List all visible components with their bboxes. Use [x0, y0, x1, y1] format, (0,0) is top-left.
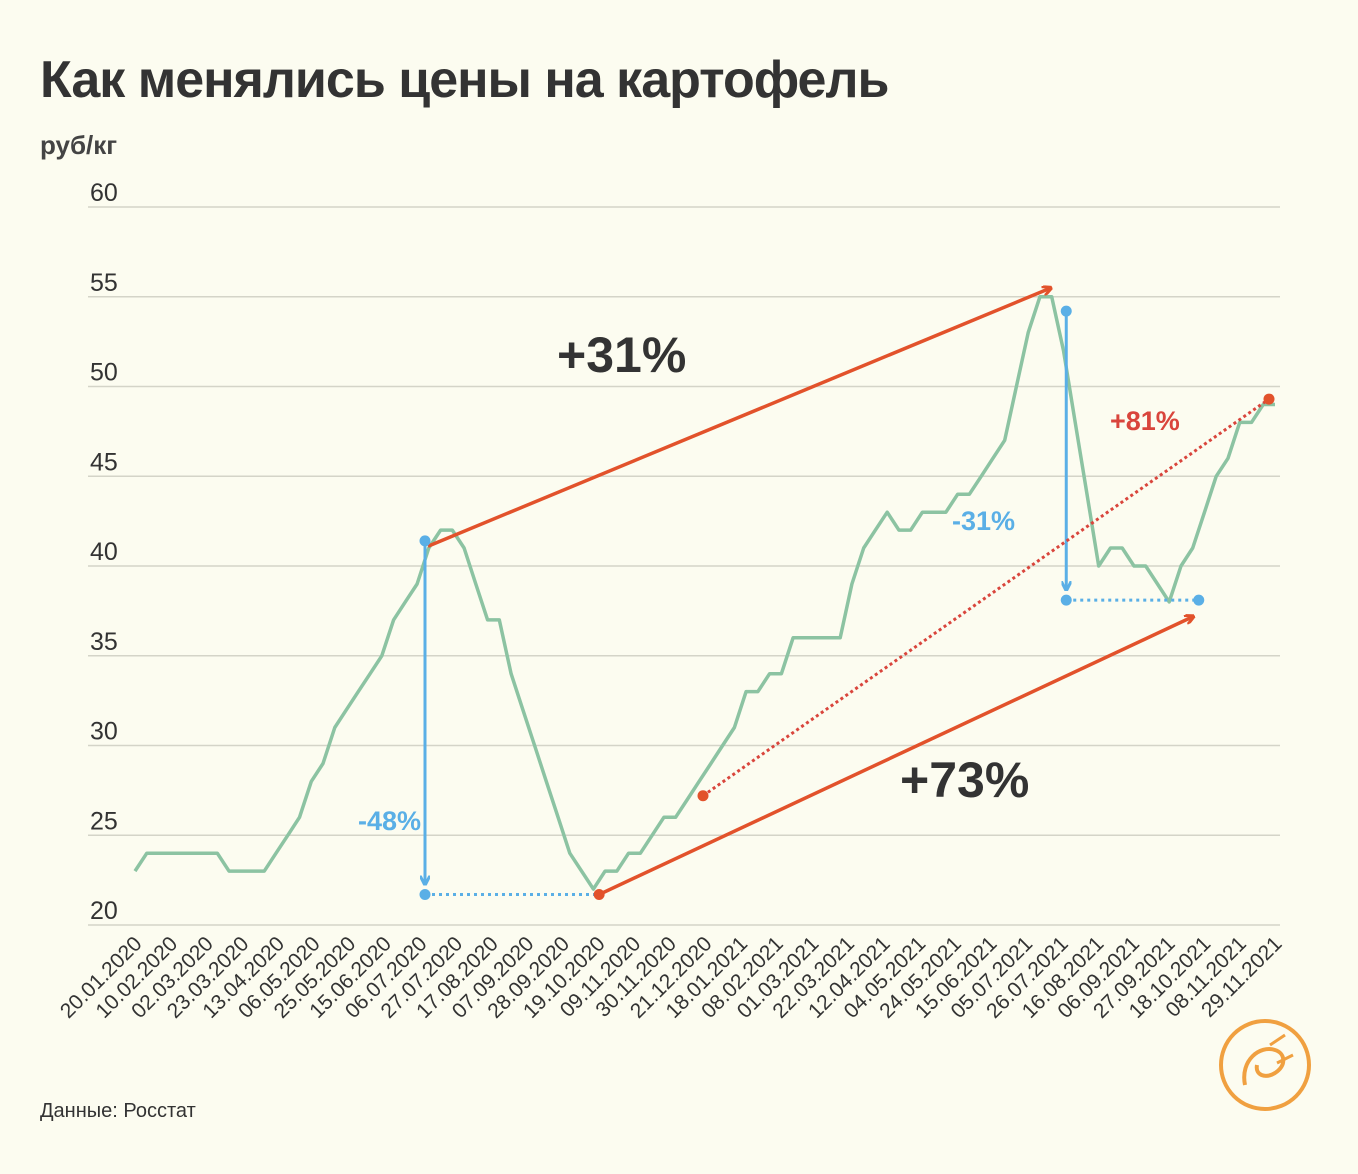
annotation-label-plus31: +31%: [557, 327, 686, 383]
series-line: [133, 295, 1275, 891]
y-tick-label: 40: [90, 538, 118, 566]
y-axis-unit: руб/кг: [40, 130, 118, 160]
y-tick-label: 30: [90, 718, 118, 746]
annotations: +31% -48% +73% -31% +81%: [358, 288, 1275, 900]
annotation-label-minus31: -31%: [952, 506, 1015, 536]
dotted-trend-81: [702, 397, 1270, 797]
y-tick-label: 45: [90, 448, 118, 476]
y-tick-label: 25: [90, 807, 118, 835]
y-tick-labels: 20 25 30 35 40 45 50 55 60: [90, 179, 118, 925]
annotation-label-plus81: +81%: [1110, 406, 1180, 436]
x-tick-labels: 20.01.202010.02.202002.03.202023.03.2020…: [56, 932, 1287, 1023]
annotation-dot: [1193, 594, 1205, 606]
y-tick-label: 50: [90, 359, 118, 387]
y-tick-label: 55: [90, 269, 118, 297]
y-tick-label: 60: [90, 179, 118, 207]
annotation-label-plus73: +73%: [900, 752, 1029, 808]
logo-icon: [1219, 1019, 1311, 1111]
price-chart: 20 25 30 35 40 45 50 55 60 20.01.202010.02.20200…: [56, 179, 1287, 1023]
y-tick-label: 20: [90, 897, 118, 925]
annotation-dot: [1060, 305, 1072, 317]
series-layer: [133, 295, 1275, 891]
arrow-up-73: [598, 616, 1194, 897]
source-note: Данные: Росстат: [40, 1100, 196, 1122]
y-tick-label: 35: [90, 628, 118, 656]
annotation-dot: [697, 790, 709, 802]
page-title: Как менялись цены на картофель: [40, 51, 889, 109]
grid: [88, 206, 1280, 926]
arrow-up-31: [427, 288, 1051, 548]
annotation-dot: [1263, 393, 1275, 405]
annotation-dot: [419, 535, 431, 547]
annotation-label-minus48: -48%: [358, 806, 421, 836]
